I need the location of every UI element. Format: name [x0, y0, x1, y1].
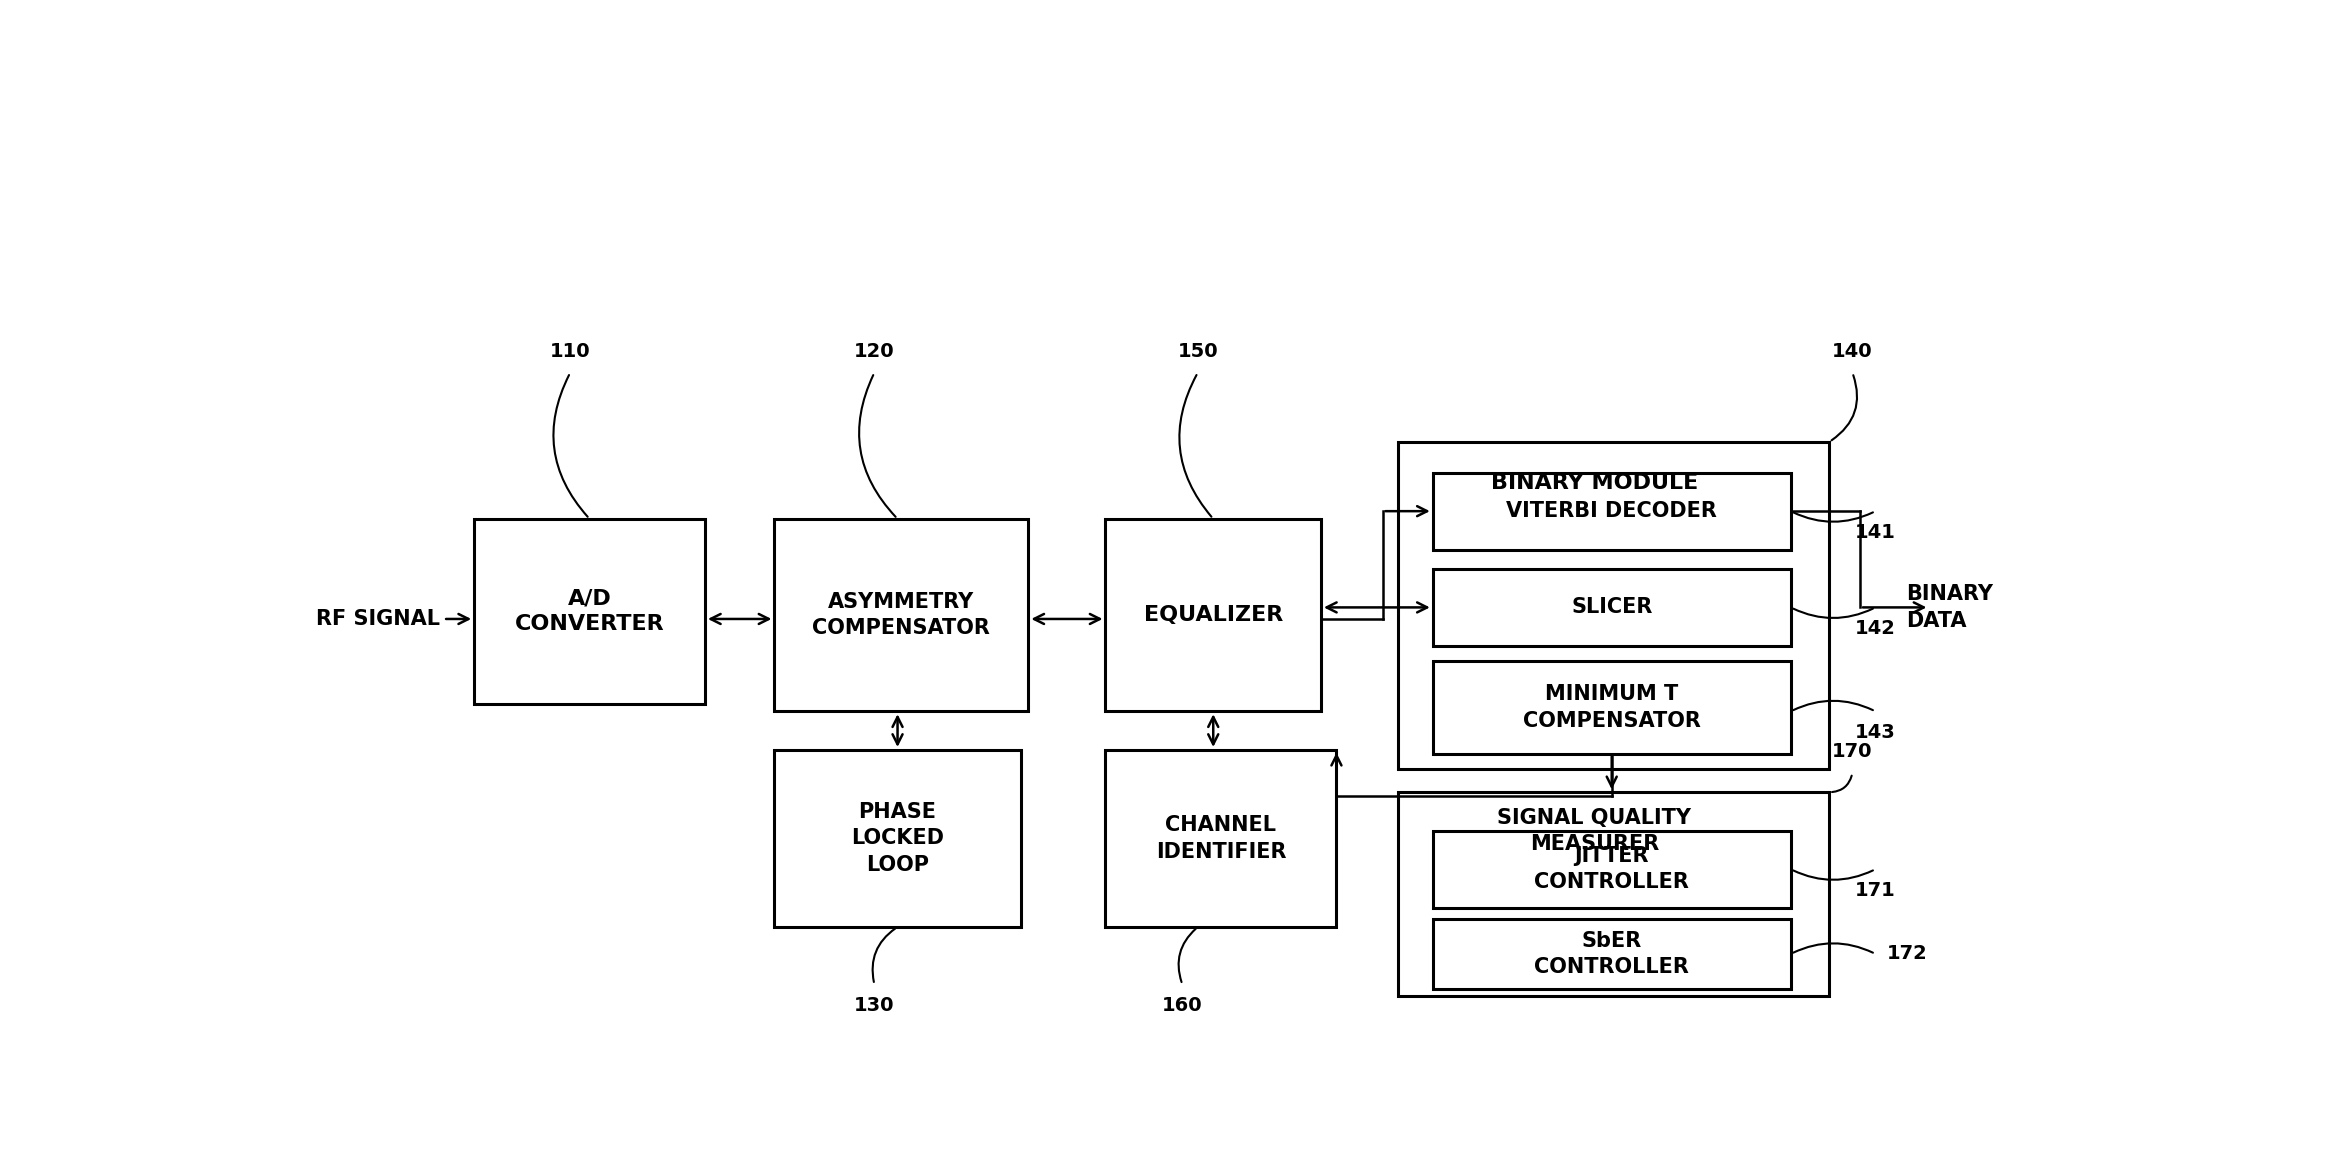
Bar [1432, 920, 1791, 989]
Text: SLICER: SLICER [1572, 598, 1651, 617]
Bar [475, 519, 706, 704]
Bar [1432, 569, 1791, 646]
Bar [1432, 473, 1791, 549]
Bar [1397, 792, 1828, 996]
Text: 160: 160 [1162, 996, 1202, 1016]
Text: MINIMUM T
COMPENSATOR: MINIMUM T COMPENSATOR [1523, 684, 1700, 730]
Text: 130: 130 [855, 996, 894, 1016]
Text: 143: 143 [1856, 722, 1896, 742]
Text: RF SIGNAL: RF SIGNAL [317, 609, 440, 629]
Bar [773, 519, 1029, 711]
Text: ASYMMETRY
COMPENSATOR: ASYMMETRY COMPENSATOR [813, 592, 990, 638]
Bar [1106, 750, 1337, 927]
Text: 170: 170 [1833, 742, 1873, 762]
Text: VITERBI DECODER: VITERBI DECODER [1507, 501, 1716, 522]
Text: EQUALIZER: EQUALIZER [1144, 605, 1283, 625]
Text: A/D
CONVERTER: A/D CONVERTER [515, 589, 664, 635]
Bar [1432, 661, 1791, 754]
Bar [1106, 519, 1321, 711]
Text: JITTER
CONTROLLER: JITTER CONTROLLER [1535, 846, 1689, 892]
Text: 140: 140 [1833, 342, 1873, 361]
Text: BINARY MODULE: BINARY MODULE [1491, 473, 1698, 493]
Text: CHANNEL
IDENTIFIER: CHANNEL IDENTIFIER [1155, 815, 1286, 862]
Text: BINARY
DATA: BINARY DATA [1905, 584, 1994, 630]
Bar [1397, 442, 1828, 769]
Text: PHASE
LOCKED
LOOP: PHASE LOCKED LOOP [850, 802, 943, 875]
Text: 110: 110 [550, 342, 592, 361]
Text: SbER
CONTROLLER: SbER CONTROLLER [1535, 931, 1689, 977]
Text: SIGNAL QUALITY
MEASURER: SIGNAL QUALITY MEASURER [1498, 808, 1691, 854]
Text: 120: 120 [855, 342, 894, 361]
Text: 142: 142 [1854, 619, 1896, 638]
Text: 171: 171 [1856, 881, 1896, 900]
Bar [1432, 831, 1791, 908]
Text: 150: 150 [1178, 342, 1218, 361]
Text: 172: 172 [1886, 944, 1928, 964]
Text: 141: 141 [1854, 523, 1896, 541]
Bar [773, 750, 1020, 927]
